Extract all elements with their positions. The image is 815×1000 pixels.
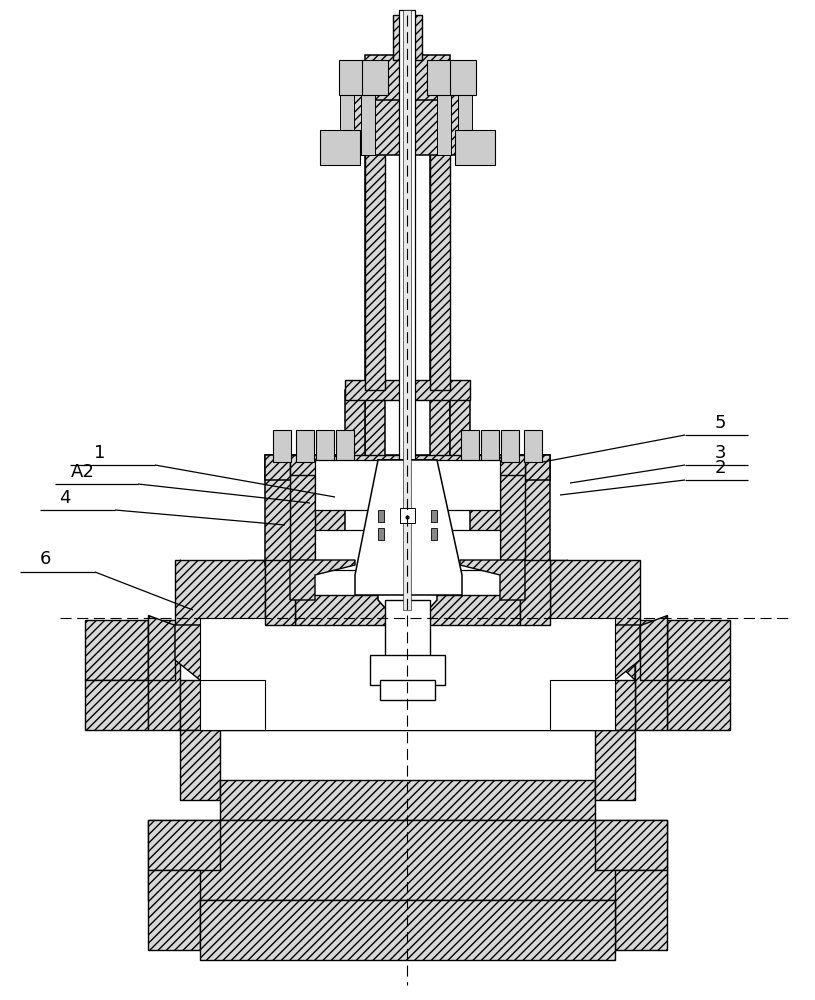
Polygon shape [345, 380, 470, 400]
Bar [458, 95, 472, 155]
Bar [400, 508, 415, 523]
Bar [437, 95, 451, 155]
Polygon shape [470, 455, 550, 565]
Polygon shape [85, 620, 148, 680]
Polygon shape [290, 560, 355, 600]
Polygon shape [200, 618, 615, 730]
Polygon shape [148, 820, 667, 900]
Bar [403, 10, 411, 610]
Bar [431, 528, 437, 540]
Polygon shape [365, 100, 385, 460]
Polygon shape [290, 455, 525, 475]
Polygon shape [265, 560, 295, 625]
Polygon shape [370, 655, 445, 685]
Bar [378, 528, 384, 540]
Bar [361, 95, 375, 155]
Polygon shape [667, 620, 730, 680]
Polygon shape [180, 680, 635, 730]
Polygon shape [290, 460, 315, 570]
Polygon shape [550, 560, 640, 625]
Polygon shape [450, 390, 470, 465]
Polygon shape [175, 625, 265, 680]
Polygon shape [595, 730, 635, 800]
Bar [320, 130, 360, 165]
Bar [273, 430, 291, 462]
Bar [362, 60, 388, 95]
Polygon shape [520, 560, 550, 625]
Polygon shape [200, 680, 265, 730]
Polygon shape [385, 600, 430, 660]
Polygon shape [365, 150, 385, 390]
Polygon shape [175, 560, 265, 625]
Polygon shape [220, 780, 595, 820]
Polygon shape [180, 560, 248, 680]
Bar [378, 510, 384, 522]
Polygon shape [567, 560, 635, 680]
Bar [524, 430, 542, 462]
Polygon shape [350, 95, 465, 155]
Bar [336, 430, 354, 462]
Polygon shape [148, 620, 180, 730]
Bar [316, 430, 334, 462]
Polygon shape [378, 460, 437, 610]
Polygon shape [148, 870, 200, 950]
Polygon shape [355, 460, 462, 595]
Polygon shape [345, 390, 365, 465]
Text: 2: 2 [714, 459, 725, 477]
Bar [340, 95, 354, 155]
Polygon shape [550, 560, 567, 615]
Polygon shape [500, 460, 525, 570]
Polygon shape [430, 150, 450, 390]
Text: 6: 6 [39, 550, 51, 568]
Polygon shape [550, 625, 640, 680]
Polygon shape [380, 680, 435, 700]
Text: 5: 5 [714, 414, 725, 432]
Text: 1: 1 [95, 444, 106, 462]
Polygon shape [295, 595, 520, 625]
Polygon shape [550, 680, 615, 730]
Bar [315, 460, 500, 510]
Polygon shape [520, 560, 550, 680]
Polygon shape [148, 820, 220, 870]
Bar [339, 60, 365, 95]
Bar [450, 60, 476, 95]
Polygon shape [180, 730, 220, 800]
Polygon shape [365, 55, 450, 100]
Polygon shape [635, 620, 667, 730]
Bar [315, 530, 500, 570]
Polygon shape [615, 870, 667, 950]
Polygon shape [200, 900, 615, 960]
Polygon shape [667, 680, 730, 730]
Bar [461, 430, 479, 462]
Bar [501, 430, 519, 462]
Bar [399, 10, 415, 610]
Bar [393, 15, 422, 60]
Polygon shape [265, 455, 345, 565]
Bar [296, 430, 314, 462]
Bar [427, 60, 453, 95]
Polygon shape [430, 100, 450, 460]
Polygon shape [148, 615, 175, 680]
Text: 4: 4 [59, 489, 71, 507]
Bar [431, 510, 437, 522]
Text: 3: 3 [714, 444, 725, 462]
Polygon shape [85, 680, 148, 730]
Polygon shape [265, 455, 550, 480]
Text: A2: A2 [71, 463, 95, 481]
Polygon shape [460, 560, 525, 600]
Polygon shape [248, 560, 265, 615]
Polygon shape [265, 560, 295, 680]
Bar [481, 430, 499, 462]
Bar [455, 130, 495, 165]
Polygon shape [640, 615, 667, 680]
Polygon shape [595, 820, 667, 870]
